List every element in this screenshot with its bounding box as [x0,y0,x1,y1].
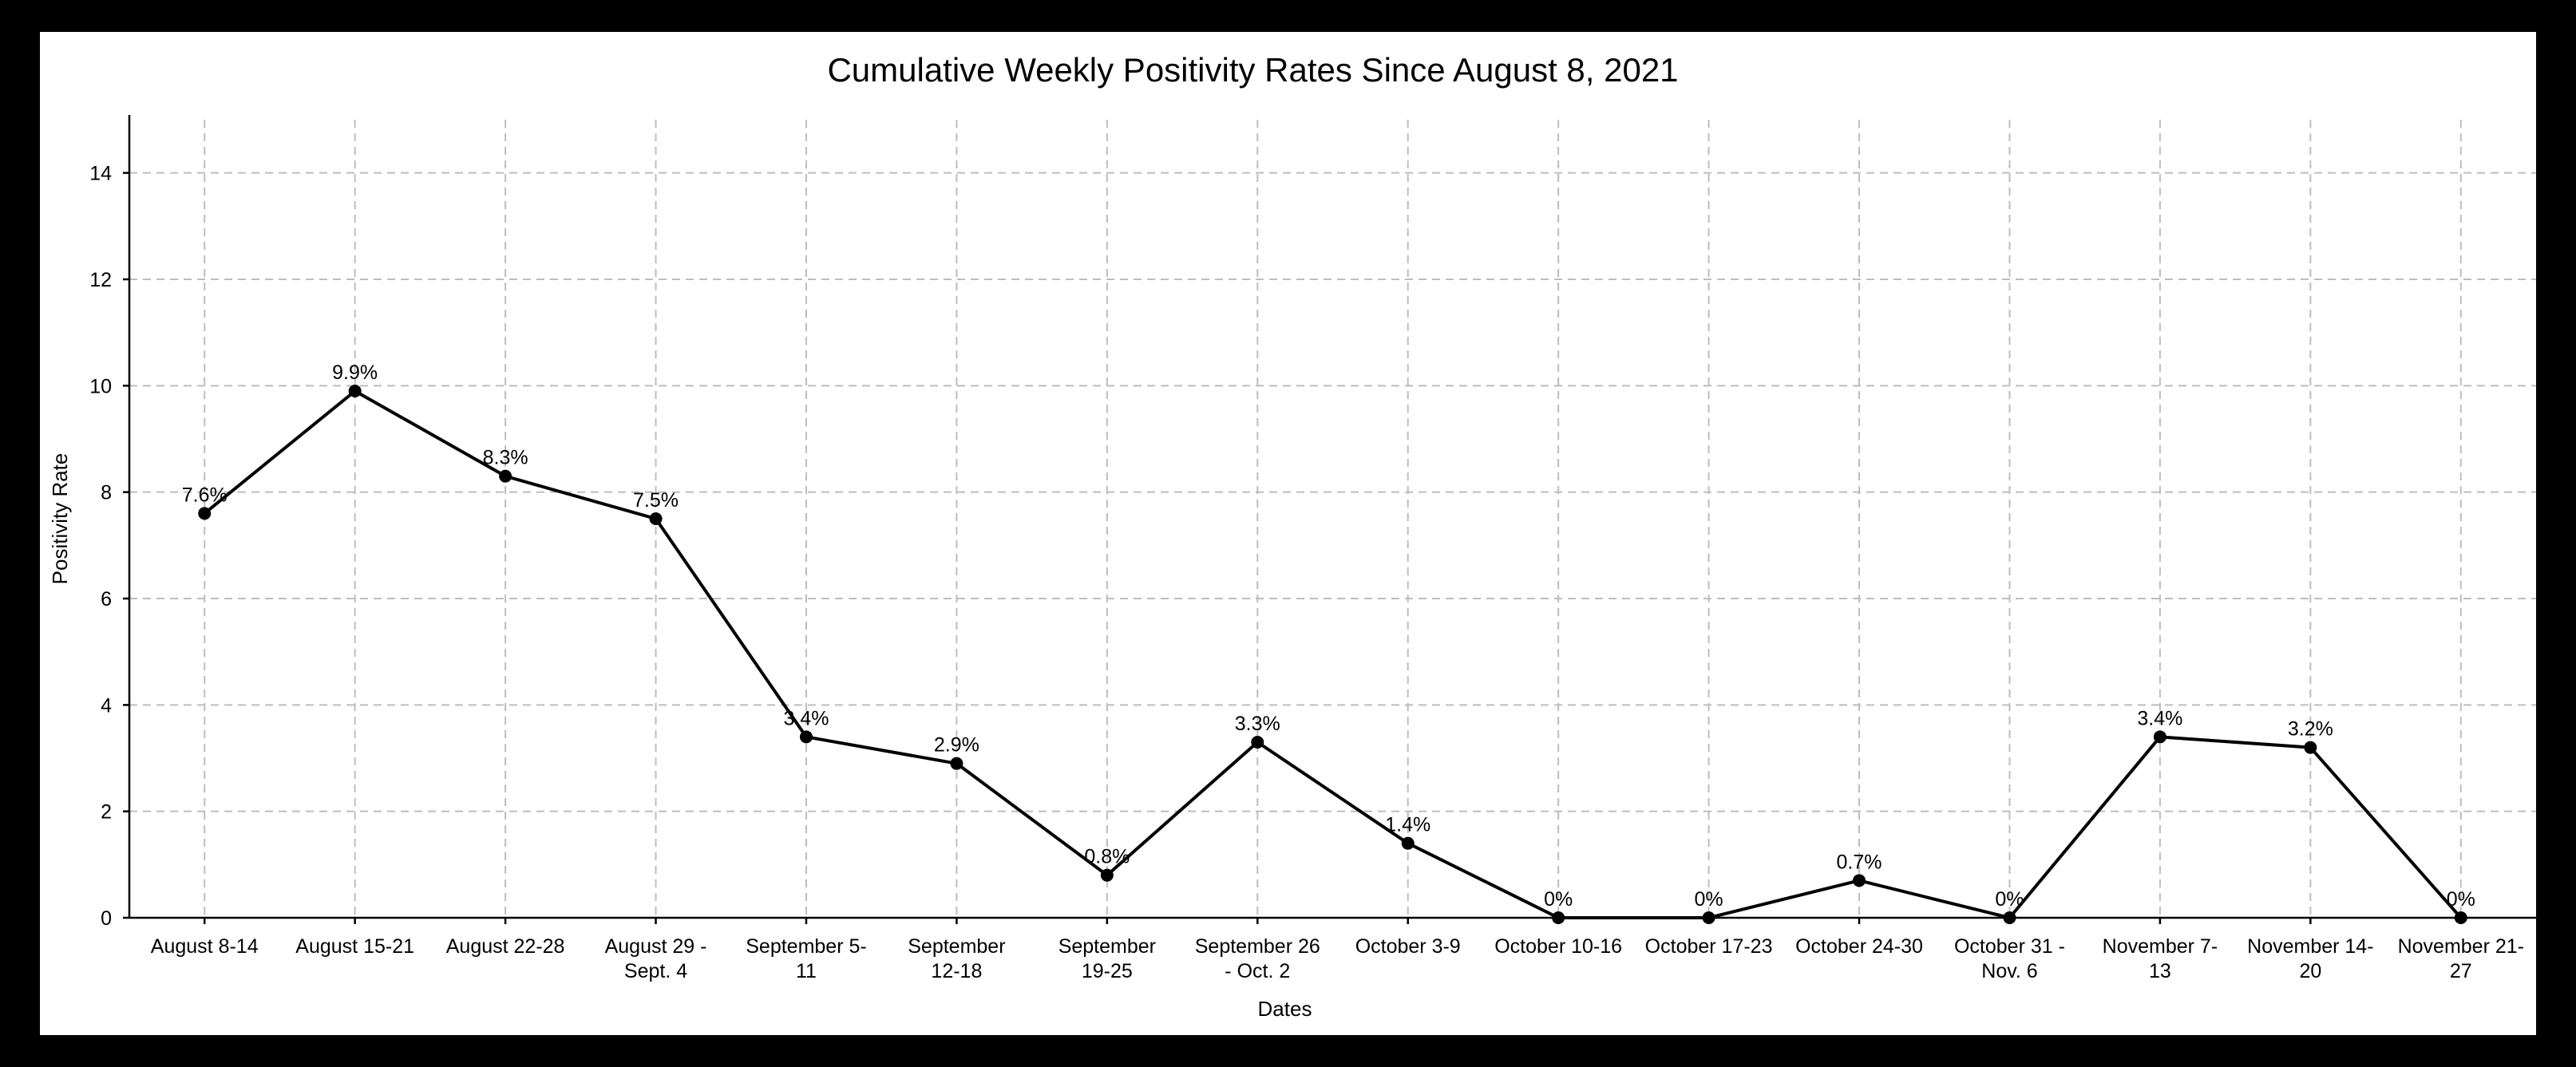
x-tick-label: September 12-18 [908,935,1005,982]
chart-panel: 0 2 4 6 8 10 12 14 August 8-14 August 15-21 August… [40,32,2536,1035]
data-label: 8.3% [483,447,528,469]
y-axis-label: Positivity Rate [48,453,72,585]
x-tick-label-line: Sept. 4 [624,960,687,982]
x-tick-label-line: 19-25 [1082,960,1133,982]
x-tick-label: October 10-16 [1494,935,1622,958]
data-label: 1.4% [1385,814,1430,836]
x-tick-label: September 19-25 [1058,935,1156,982]
x-tick-label: October 3-9 [1355,935,1461,958]
data-point [649,512,663,525]
x-tick-label-line: 11 [796,960,817,982]
data-label: 7.6% [182,484,228,506]
data-label: 7.5% [633,489,679,512]
data-point [348,385,362,397]
data-label: 3.3% [1235,713,1280,735]
x-tick-label: October 24-30 [1795,935,1923,958]
x-tick-label-line: - Oct. 2 [1225,960,1290,982]
y-tick-label: 4 [101,694,112,717]
y-tick-label: 0 [101,907,112,930]
x-tick-label-line: August 15-21 [295,935,414,958]
data-label: 3.4% [2137,707,2182,729]
x-tick-label-line: September [908,935,1005,958]
x-tick-label-line: October 10-16 [1494,935,1622,958]
line-chart: 0 2 4 6 8 10 12 14 August 8-14 August 15-21 August… [48,51,2536,1021]
data-label: 0.7% [1837,851,1882,873]
x-tick-label-line: 13 [2149,960,2171,982]
x-tick-label: August 22-28 [446,935,565,958]
data-label: 9.9% [332,362,378,384]
data-label: 0% [1995,888,2024,911]
y-tick-label: 8 [101,482,112,504]
x-tick-label-line: August 29 - [605,935,707,958]
x-tick-label: November 7-13 [2103,935,2218,982]
data-point [2003,911,2016,924]
data-label: 2.9% [934,734,979,757]
data-point [1702,911,1715,924]
data-point [950,757,964,770]
data-labels: 7.6% 9.9% 8.3% 7.5% 3.4% 2.9% 0.8% 3.3% 1.4% 0% 0%… [182,362,2475,911]
tick-labels: 0 2 4 6 8 10 12 14 August 8-14 August 15-21 August… [89,163,2524,982]
y-tick-label: 2 [101,801,112,824]
x-tick-label-line: 12-18 [931,960,982,982]
data-point [2153,730,2166,744]
x-tick-label-line: 20 [2299,960,2321,982]
x-tick-label-line: November 14- [2247,935,2373,958]
grid-lines [129,120,2536,918]
x-tick-label-line: October 3-9 [1355,935,1461,958]
data-point [499,469,512,483]
data-point [2454,911,2467,924]
x-tick-label-line: September 26 [1195,935,1320,958]
y-tick-label: 6 [101,588,112,611]
data-label: 3.4% [783,707,829,729]
data-point [1853,874,1866,887]
data-label: 0% [2447,888,2475,911]
data-point [799,730,813,744]
y-tick-label: 12 [89,269,112,291]
x-tick-label-line: October 31 - [1954,935,2065,958]
chart-title: Cumulative Weekly Positivity Rates Since… [827,51,1678,89]
x-tick-label: November 21-27 [2398,935,2524,982]
x-tick-label: August 29 -Sept. 4 [605,935,707,982]
x-tick-label-line: October 17-23 [1645,935,1773,958]
x-tick-label: October 31 -Nov. 6 [1954,935,2065,982]
y-tick-label: 14 [89,163,112,185]
x-tick-label: September 26- Oct. 2 [1195,935,1320,982]
x-tick-label-line: November 7- [2103,935,2218,958]
x-tick-label: November 14-20 [2247,935,2373,982]
x-tick-label-line: September 5- [746,935,866,958]
data-label: 0% [1695,888,1723,911]
x-tick-label-line: 27 [2450,960,2472,982]
axes [123,115,2536,924]
x-tick-label: October 17-23 [1645,935,1773,958]
y-tick-label: 10 [89,375,112,397]
x-tick-label: August 8-14 [151,935,259,958]
x-tick-label-line: November 21- [2398,935,2524,958]
data-point [2304,741,2317,754]
x-tick-label-line: August 8-14 [151,935,259,958]
data-label: 3.2% [2288,718,2333,741]
series [198,385,2467,924]
series-line [203,389,2463,919]
data-point [1251,736,1264,749]
data-point [1100,868,1114,882]
data-point [198,507,212,520]
data-point [1401,836,1415,850]
x-tick-label-line: September [1058,935,1156,958]
x-tick-label: September 5-11 [746,935,866,982]
x-tick-label: August 15-21 [295,935,414,958]
data-label: 0.8% [1084,846,1130,868]
x-axis-label: Dates [1258,997,1312,1021]
data-point [1552,911,1565,924]
data-label: 0% [1544,888,1573,911]
x-tick-label-line: Nov. 6 [1981,960,2037,982]
x-tick-label-line: August 22-28 [446,935,565,958]
x-tick-label-line: October 24-30 [1795,935,1923,958]
